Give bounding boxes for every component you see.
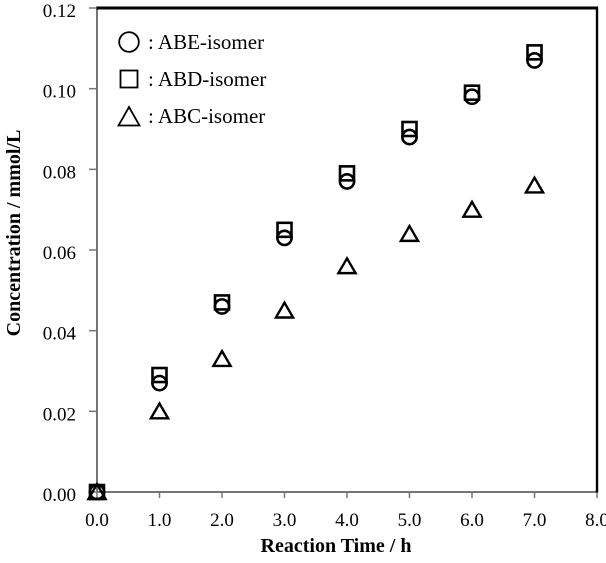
marker-ABD-isomer-t5 (401, 120, 418, 138)
x-tick-label: 2.0 (210, 510, 234, 531)
marker-ABC-isomer-t7 (523, 175, 546, 194)
legend-item-abd-isomer: : ABD-isomer (117, 67, 266, 91)
marker-ABC-isomer-t2 (211, 348, 233, 368)
marker-ABD-isomer-t3 (276, 221, 293, 239)
marker-ABD-isomer-t1 (151, 366, 168, 384)
marker-ABD-isomer-t6 (463, 84, 481, 101)
marker-ABD-isomer-t7 (526, 44, 543, 61)
legend-item-abc-isomer: : ABC-isomer (117, 104, 266, 128)
x-tick-label: 3.0 (273, 510, 297, 531)
y-tick-label: 0.08 (43, 162, 76, 183)
marker-ABC-isomer-t6 (461, 199, 483, 218)
x-tick-label: 7.0 (523, 510, 547, 531)
x-tick-label: 8.0 (585, 510, 606, 531)
y-tick-label: 0.10 (43, 82, 76, 103)
legend: : ABE-isomer : ABD-isomer : ABC-isomer (117, 30, 266, 128)
x-tick-label: 1.0 (148, 510, 172, 531)
legend-label: : ABE-isomer (148, 30, 265, 54)
y-tick-label: 0.00 (43, 485, 76, 506)
legend-item-abe-isomer: : ABE-isomer (117, 30, 266, 54)
y-tick-label: 0.04 (43, 324, 77, 345)
legend-label: : ABD-isomer (148, 67, 267, 91)
y-tick-label: 0.12 (43, 1, 76, 22)
marker-ABE-isomer-t2 (213, 298, 231, 315)
x-tick-label: 5.0 (398, 510, 422, 531)
y-tick-label: 0.02 (43, 404, 76, 425)
marker-ABC-isomer-t3 (273, 300, 296, 319)
x-tick-label: 4.0 (335, 510, 359, 531)
marker-ABD-isomer-t4 (338, 165, 356, 182)
y-tick-label: 0.06 (43, 243, 76, 264)
y-axis-title: Concentration / mmol/L (3, 129, 25, 337)
marker-ABC-isomer-t4 (336, 255, 358, 275)
marker-ABC-isomer-t5 (398, 223, 421, 243)
x-tick-label: 6.0 (460, 510, 484, 531)
triangle-marker-icon (117, 105, 141, 127)
legend-label: : ABC-isomer (148, 104, 266, 128)
circle-marker-icon (118, 31, 140, 53)
marker-ABC-isomer-t1 (148, 401, 171, 420)
x-tick-label: 0.0 (85, 510, 109, 531)
marker-ABE-isomer-t6 (463, 88, 481, 106)
x-axis-title: Reaction Time / h (260, 535, 412, 557)
marker-ABC-isomer-t0 (86, 481, 108, 501)
marker-ABD-isomer-t2 (213, 294, 231, 311)
square-marker-icon (119, 69, 139, 89)
